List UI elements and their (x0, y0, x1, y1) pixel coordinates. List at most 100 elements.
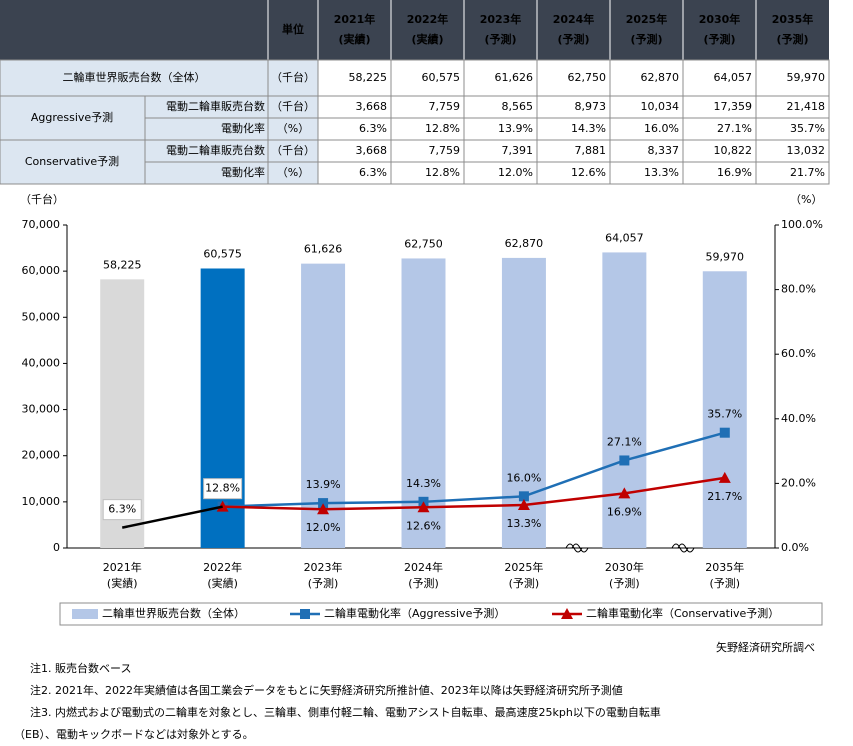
note: 注1. 販売台数ベース (30, 661, 131, 675)
x-tick-label: (実績) (207, 576, 238, 590)
legend-label: 二輪車世界販売台数（全体） (102, 606, 245, 620)
header-cell: 単位 (282, 22, 304, 36)
note: 注3. 内燃式および電動式の二輪車を対象とし、三輪車、側車付軽二輪、電動アシスト… (30, 705, 661, 719)
line-value-label: 14.3% (406, 477, 441, 490)
line (121, 505, 223, 529)
line-value-label: 12.6% (406, 519, 441, 532)
y-tick-label: 40,000 (22, 356, 61, 369)
y-tick-label: 30,000 (22, 403, 61, 416)
line-marker (317, 503, 330, 515)
y2-axis-label: （%） (790, 193, 822, 206)
data-cell-text: 35.7% (790, 122, 825, 135)
data-cell-text: 59,970 (787, 71, 826, 84)
x-tick-label: (実績) (107, 576, 138, 590)
x-tick-label: (予測) (709, 576, 740, 590)
x-tick-label: (予測) (408, 576, 439, 590)
data-cell-text: 21,418 (787, 100, 826, 113)
label-cell-text: 電動二輪車販売台数 (166, 99, 265, 113)
x-tick-label: 2021年 (103, 560, 142, 574)
label-cell-text: 電動二輪車販売台数 (166, 143, 265, 157)
y-tick-label: 0 (53, 541, 60, 554)
line-marker (417, 501, 430, 513)
data-cell-text: 17,359 (714, 100, 753, 113)
header-cell: 2035年 (772, 12, 814, 26)
y2-tick-label: 40.0% (781, 412, 816, 425)
y-tick-label: 20,000 (22, 449, 61, 462)
bar-value-label: 64,057 (605, 231, 644, 244)
group-cell-text: Conservative予測 (25, 154, 119, 168)
line-value-label: 16.9% (607, 505, 642, 518)
x-tick-label: 2022年 (203, 560, 242, 574)
y2-tick-label: 20.0% (781, 476, 816, 489)
legend-label: 二輪車電動化率（Conservative予測） (586, 606, 779, 620)
data-cell-text: 6.3% (359, 122, 387, 135)
data-cell-text: 13.3% (644, 166, 679, 179)
y2-tick-label: 80.0% (781, 283, 816, 296)
x-tick-label: 2024年 (404, 560, 443, 574)
data-cell-text: 16.9% (717, 166, 752, 179)
x-tick-label: 2035年 (705, 560, 744, 574)
unit-cell-text: （千台） (271, 70, 315, 84)
bar-value-label: 61,626 (304, 243, 343, 256)
data-cell-text: 12.6% (571, 166, 606, 179)
line-marker (517, 499, 530, 511)
line-marker (618, 487, 631, 499)
data-cell-text: 62,870 (641, 71, 680, 84)
data-cell-text: 13,032 (787, 144, 826, 157)
source: 矢野経済研究所調べ (716, 640, 815, 654)
header-cell: (予測) (703, 32, 735, 46)
data-label-box (203, 478, 243, 500)
group-cell-text: Aggressive予測 (31, 110, 113, 124)
bar-value-label: 58,225 (103, 258, 142, 271)
bar-value-label: 59,970 (706, 250, 745, 263)
data-cell-text: 21.7% (790, 166, 825, 179)
line-value-label: 35.7% (707, 408, 742, 421)
header-cell: (実績) (338, 32, 370, 46)
x-tick-label: 2025年 (504, 560, 543, 574)
data-cell-text: 6.3% (359, 166, 387, 179)
note: （EB）、電動キックボードなどは対象外とする。 (14, 727, 254, 741)
bar (602, 252, 647, 548)
data-cell-text: 62,750 (568, 71, 607, 84)
data-cell (682, 59, 757, 97)
data-cell-text: 10,822 (714, 144, 753, 157)
y-tick-label: 10,000 (22, 495, 61, 508)
line-value-label: 27.1% (607, 435, 642, 448)
unit-cell-text: （%） (277, 122, 309, 135)
line-marker (216, 500, 229, 512)
data-cell-text: 3,668 (356, 100, 388, 113)
line-marker (619, 455, 630, 466)
header-cell: (実績) (411, 32, 443, 46)
line-value-label: 13.3% (506, 517, 541, 530)
label-cell-text: 二輪車世界販売台数（全体） (63, 70, 206, 84)
x-tick-label: (予測) (509, 576, 540, 590)
line-value-label: 13.9% (306, 478, 341, 491)
line-marker (718, 471, 731, 483)
y-tick-label: 70,000 (22, 218, 61, 231)
header-cell: 2021年 (334, 12, 376, 26)
bar (702, 271, 747, 548)
line-value-label: 6.3% (108, 503, 136, 516)
data-cell-text: 3,668 (356, 144, 388, 157)
header-cell: 2030年 (699, 12, 741, 26)
data-cell-text: 10,034 (641, 100, 680, 113)
note: 注2. 2021年、2022年実績値は各国工業会データをもとに矢野経済研究所推計… (30, 683, 623, 697)
y-tick-label: 50,000 (22, 310, 61, 323)
legend-marker (300, 609, 310, 619)
data-cell-text: 12.0% (498, 166, 533, 179)
bar-value-label: 62,750 (404, 237, 443, 250)
data-cell-text: 64,057 (714, 71, 753, 84)
label-cell (0, 59, 269, 97)
y-tick-label: 60,000 (22, 264, 61, 277)
x-tick-label: 2023年 (304, 560, 343, 574)
header-cell: (予測) (557, 32, 589, 46)
data-cell (755, 161, 830, 185)
header-cell: 2024年 (553, 12, 595, 26)
x-tick-label: (予測) (308, 576, 339, 590)
bar-value-label: 60,575 (203, 247, 242, 260)
data-cell-text: 8,337 (648, 144, 680, 157)
y2-tick-label: 0.0% (781, 541, 809, 554)
data-cell-text: 16.0% (644, 122, 679, 135)
x-tick-label: (予測) (609, 576, 640, 590)
